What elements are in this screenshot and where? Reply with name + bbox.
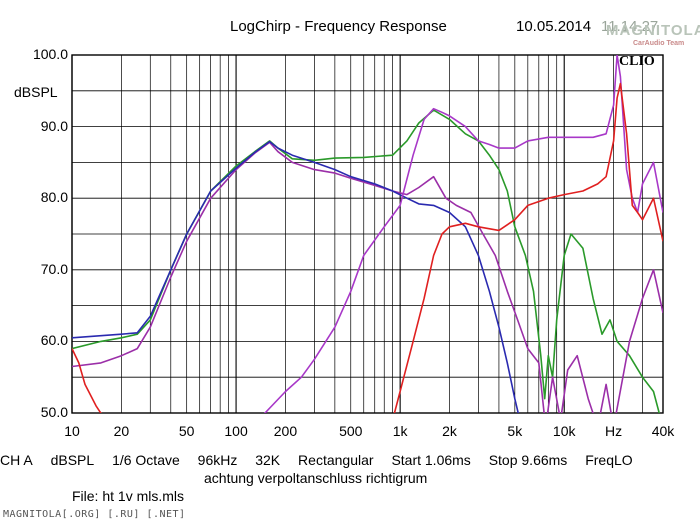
x-tick-label: 5k [507, 423, 523, 439]
y-tick-label: 100.0 [32, 46, 68, 62]
clio-brand: CLIO [619, 54, 655, 69]
x-tick-label: 40k [651, 423, 675, 439]
x-tick-label: 10 [64, 423, 80, 439]
info-unit: dBSPL [50, 452, 95, 468]
y-axis-label: dBSPL [14, 84, 58, 100]
x-tick-label: 100 [224, 423, 248, 439]
info-smoothing: 1/6 Octave [112, 452, 180, 468]
x-tick-label: 200 [273, 423, 298, 439]
measurement-info-bar: CH A dBSPL 1/6 Octave 96kHz 32K Rectangu… [0, 452, 647, 468]
x-tick-label: 50 [178, 423, 195, 439]
y-tick-label: 80.0 [40, 189, 68, 206]
y-tick-label: 90.0 [40, 117, 68, 134]
chart-title: LogChirp - Frequency Response [230, 18, 447, 35]
info-fft-size: 32K [255, 452, 281, 468]
watermark-logo: MAGNITOLA [606, 22, 700, 39]
y-tick-label: 70.0 [40, 260, 68, 277]
y-tick-label: 50.0 [40, 404, 68, 420]
file-name: File: ht 1v mls.mls [72, 488, 185, 504]
date-stamp: 10.05.2014 [516, 18, 592, 35]
series-line-4 [264, 55, 663, 413]
info-window: Rectangular [298, 452, 374, 468]
info-sample-rate: 96kHz [197, 452, 238, 468]
plot-frame [71, 54, 664, 414]
time-stamp: 11.14.27 [601, 18, 659, 35]
y-tick-label: 60.0 [40, 332, 68, 349]
measurement-comment: achtung verpoltanschluss richtigrum [204, 470, 428, 486]
info-freq-lo: FreqLO [585, 452, 633, 468]
x-tick-label: Hz [605, 423, 623, 439]
x-tick-label: 10k [552, 423, 576, 439]
info-start: Start 1.06ms [391, 452, 471, 468]
series-line-2 [72, 141, 663, 413]
info-stop: Stop 9.66ms [488, 452, 568, 468]
x-tick-label: 20 [113, 423, 130, 439]
series-line-1 [72, 109, 661, 413]
x-tick-label: 1k [392, 423, 408, 439]
series-line-5 [72, 82, 663, 413]
x-tick-label: 500 [339, 423, 363, 439]
series-line-3 [72, 140, 520, 413]
watermark-subtitle: CarAudio Team [633, 40, 685, 47]
footer-watermark: MAGNITOLA[.ORG] [.RU] [.NET] [3, 509, 186, 520]
info-channel: CH A [0, 452, 33, 468]
x-tick-label: 2k [442, 423, 457, 439]
